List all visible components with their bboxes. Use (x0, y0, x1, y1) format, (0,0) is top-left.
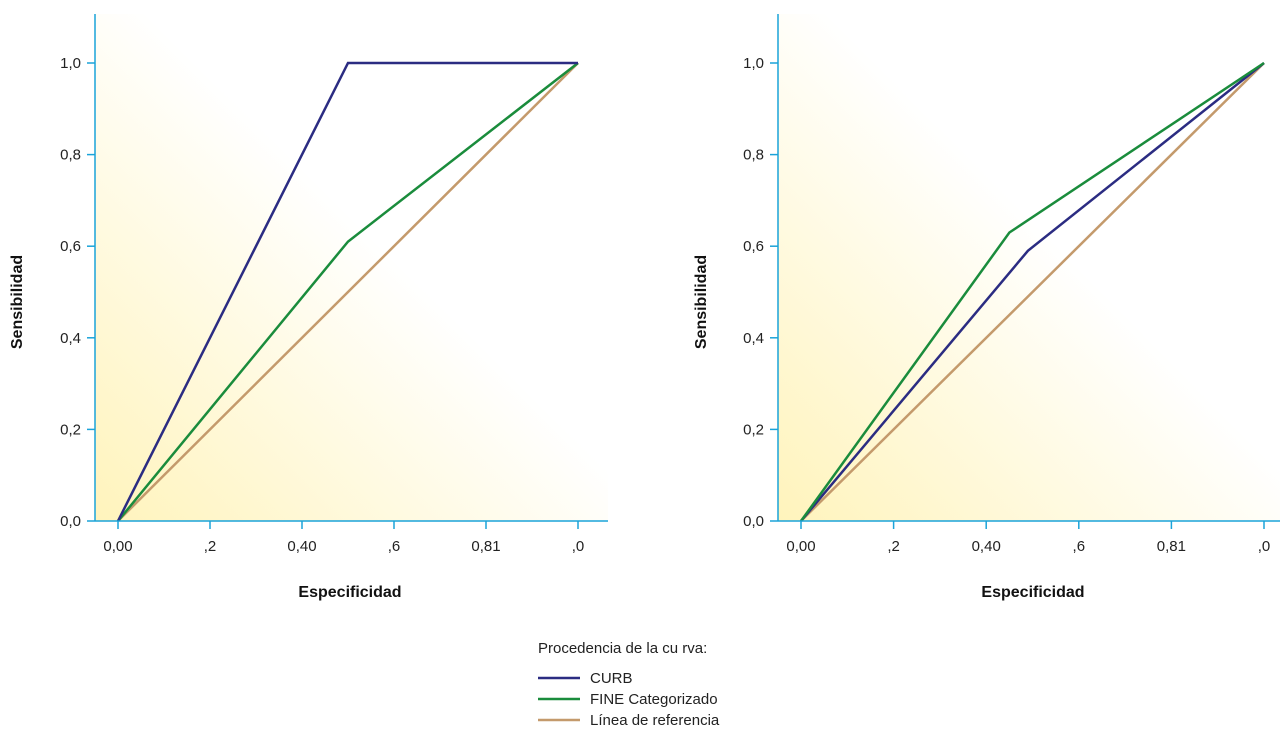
series-layer (116, 61, 579, 522)
plot-background (95, 14, 608, 521)
x-tick-label: ,6 (1073, 538, 1086, 555)
series-line (799, 61, 1265, 522)
series-line (800, 62, 1265, 522)
y-tick-label: 0,4 (743, 330, 764, 347)
x-tick-label: 0,40 (287, 538, 316, 555)
x-tick-label: ,6 (388, 538, 401, 555)
x-tick-label: 0,40 (972, 538, 1001, 555)
series-line (116, 61, 578, 522)
x-tick-label: ,0 (572, 538, 585, 555)
y-tick-label: 1,0 (60, 55, 81, 72)
y-axis-title: Sensibilidad (9, 255, 26, 349)
x-axis-ticks: 0,00 ,2 0,40 ,6 0,81 ,0 (786, 521, 1270, 555)
x-axis-ticks: 0,00 ,2 0,40 ,6 0,81 ,0 (103, 521, 584, 555)
x-tick-label: ,0 (1258, 538, 1271, 555)
y-tick-label: 0,2 (60, 421, 81, 438)
y-tick-label: 0,8 (743, 147, 764, 164)
y-tick-label: 0,6 (743, 238, 764, 255)
x-tick-label: ,2 (204, 538, 217, 555)
roc-chart-left: 0,00,20,40,60,81,0 0,00,2 0,40,6 0,81,0 Es… (9, 14, 608, 601)
y-axis-ticks: 0,0 0,2 0,4 0,6 0,8 1,0 (743, 55, 778, 530)
y-tick-label: 1,0 (743, 55, 764, 72)
x-tick-label: 0,81 (1157, 538, 1186, 555)
y-tick-label: 0,0 (743, 513, 764, 530)
legend: Procedencia de la cu rva: CURB FINE Cate… (538, 640, 720, 729)
x-tick-label: 0,81 (471, 538, 500, 555)
x-axis-title: Especificidad (298, 584, 401, 601)
y-axis-ticks: 0,0 0,2 0,4 0,6 0,8 1,0 (60, 55, 95, 530)
roc-chart-right: 0,00,20,40,60,81,0 0,00,2 0,40,6 0,81,0 Es… (693, 14, 1280, 601)
y-tick-label: 0,6 (60, 238, 81, 255)
legend-label: FINE Categorizado (590, 691, 718, 708)
series-line (117, 62, 579, 522)
series-line (117, 62, 579, 522)
legend-label: Línea de referencia (590, 712, 720, 729)
x-tick-label: 0,00 (786, 538, 815, 555)
legend-title: Procedencia de la cu rva: (538, 640, 707, 657)
series-line (800, 62, 1265, 522)
y-tick-label: 0,2 (743, 421, 764, 438)
legend-item-curb: CURB (538, 670, 633, 687)
plot-background (778, 14, 1280, 521)
y-tick-label: 0,8 (60, 147, 81, 164)
x-axis-title: Especificidad (981, 584, 1084, 601)
x-tick-label: ,2 (887, 538, 900, 555)
y-axis-title: Sensibilidad (693, 255, 710, 349)
legend-item-reference: Línea de referencia (538, 712, 720, 729)
y-tick-label: 0,4 (60, 330, 81, 347)
y-tick-label: 0,0 (60, 513, 81, 530)
x-tick-label: 0,00 (103, 538, 132, 555)
legend-item-fine: FINE Categorizado (538, 691, 718, 708)
series-layer (799, 61, 1265, 522)
legend-label: CURB (590, 670, 633, 687)
